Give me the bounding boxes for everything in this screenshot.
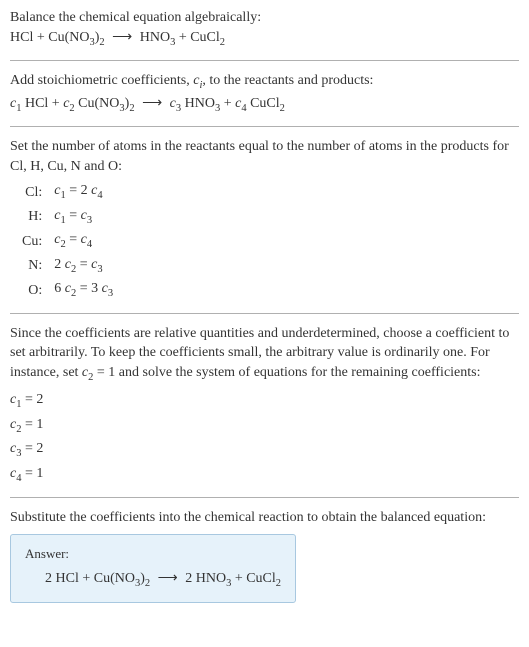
divider [10, 497, 519, 498]
atoms-element: H: [16, 205, 48, 229]
subst-section: Substitute the coefficients into the che… [10, 508, 519, 602]
atoms-equation: c1 = 2 c4 [48, 180, 119, 204]
divider [10, 60, 519, 61]
balance-title: Balance the chemical equation algebraica… [10, 8, 519, 28]
atoms-row: Cl:c1 = 2 c4 [16, 180, 119, 204]
solve-section: Since the coefficients are relative quan… [10, 324, 519, 488]
stoich-equation: c1 HCl + c2 Cu(NO3)2 ⟶ c3 HNO3 + c4 CuCl… [10, 94, 519, 116]
coeff-line: c1 = 2 [10, 389, 519, 413]
coeff-line: c4 = 1 [10, 463, 519, 487]
solve-text: Since the coefficients are relative quan… [10, 324, 519, 386]
atoms-section: Set the number of atoms in the reactants… [10, 137, 519, 303]
stoich-title-pre: Add stoichiometric coefficients, [10, 73, 193, 88]
answer-label: Answer: [25, 545, 281, 563]
answer-box: Answer: 2 HCl + Cu(NO3)2 ⟶ 2 HNO3 + CuCl… [10, 534, 296, 603]
coeff-line: c2 = 1 [10, 414, 519, 438]
atoms-element: Cl: [16, 180, 48, 204]
stoich-title-post: , to the reactants and products: [202, 73, 373, 88]
atoms-row: Cu:c2 = c4 [16, 229, 119, 253]
answer-equation: 2 HCl + Cu(NO3)2 ⟶ 2 HNO3 + CuCl2 [25, 569, 281, 591]
subst-title: Substitute the coefficients into the che… [10, 508, 519, 528]
stoich-title: Add stoichiometric coefficients, ci, to … [10, 71, 519, 93]
coeff-list: c1 = 2c2 = 1c3 = 2c4 = 1 [10, 389, 519, 487]
atoms-element: N: [16, 254, 48, 278]
atoms-equation: c1 = c3 [48, 205, 119, 229]
balance-section: Balance the chemical equation algebraica… [10, 8, 519, 50]
atoms-equation: 6 c2 = 3 c3 [48, 278, 119, 302]
atoms-element: Cu: [16, 229, 48, 253]
atoms-equation: 2 c2 = c3 [48, 254, 119, 278]
divider [10, 126, 519, 127]
atoms-row: O:6 c2 = 3 c3 [16, 278, 119, 302]
atoms-equation: c2 = c4 [48, 229, 119, 253]
coeff-line: c3 = 2 [10, 438, 519, 462]
balance-equation: HCl + Cu(NO3)2 ⟶ HNO3 + CuCl2 [10, 28, 519, 50]
atoms-table: Cl:c1 = 2 c4H:c1 = c3Cu:c2 = c4N:2 c2 = … [16, 180, 119, 302]
atoms-title: Set the number of atoms in the reactants… [10, 137, 519, 176]
atoms-row: N:2 c2 = c3 [16, 254, 119, 278]
atoms-element: O: [16, 278, 48, 302]
stoich-section: Add stoichiometric coefficients, ci, to … [10, 71, 519, 116]
atoms-tbody: Cl:c1 = 2 c4H:c1 = c3Cu:c2 = c4N:2 c2 = … [16, 180, 119, 302]
divider [10, 313, 519, 314]
atoms-row: H:c1 = c3 [16, 205, 119, 229]
